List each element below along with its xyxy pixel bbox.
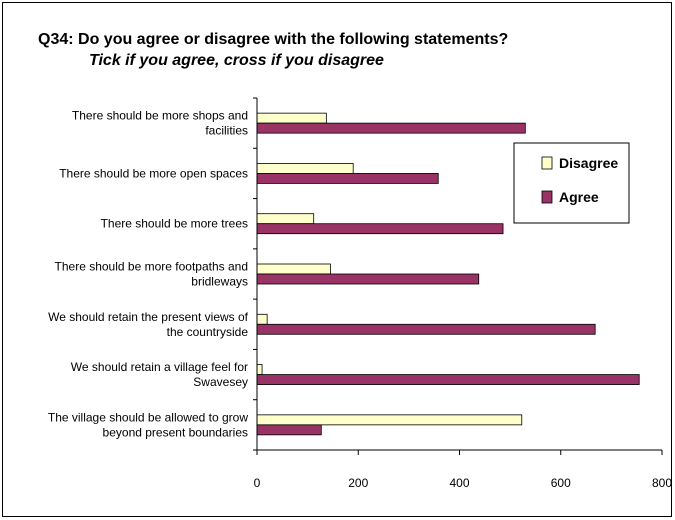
legend-swatch-agree <box>541 190 553 204</box>
category-label-line: There should be more open spaces <box>59 166 248 180</box>
bar-agree-1 <box>256 173 439 184</box>
category-label-line: the countryside <box>167 325 249 339</box>
bar-disagree-3 <box>256 263 331 275</box>
legend-label-disagree: Disagree <box>559 155 618 171</box>
category-label-line: There should be more trees <box>101 217 248 231</box>
x-tick-label: 400 <box>449 476 469 490</box>
chart-subtitle: Tick if you agree, cross if you disagree <box>89 52 384 69</box>
bar-agree-5 <box>256 374 640 385</box>
bar-disagree-5 <box>256 364 263 375</box>
category-label: We should retain a village feel for Swave… <box>71 360 248 389</box>
category-label: There should be more trees <box>101 217 248 231</box>
category-label-line: Swavesey <box>193 375 248 389</box>
category-label-line: The village should be allowed to grow <box>48 410 248 424</box>
bar-disagree-1 <box>256 163 354 174</box>
bar-agree-3 <box>256 273 480 285</box>
bar-agree-0 <box>256 122 526 134</box>
x-tick-label: 800 <box>652 476 672 490</box>
chart-title: Q34: Do you agree or disagree with the f… <box>38 31 509 48</box>
category-label-line: We should retain the present views of <box>48 310 249 324</box>
category-label: The village should be allowed to grow bey… <box>48 410 248 439</box>
bar-agree-2 <box>256 223 504 235</box>
category-label-line: We should retain a village feel for <box>71 360 248 374</box>
bar-agree-4 <box>256 323 596 335</box>
x-tick-label: 200 <box>348 476 368 490</box>
bar-disagree-0 <box>256 112 327 124</box>
legend-box <box>513 142 630 224</box>
x-tick-label: 600 <box>551 476 571 490</box>
category-label-line: bridleways <box>191 275 248 289</box>
legend-label-agree: Agree <box>559 189 599 205</box>
category-label: There should be more footpaths and bridle… <box>55 260 248 289</box>
x-tick-label: 0 <box>254 476 261 490</box>
category-label: We should retain the present views of the… <box>48 310 249 339</box>
bar-agree-6 <box>256 424 322 436</box>
category-label: There should be more shops and facilities <box>72 109 248 138</box>
bar-disagree-6 <box>256 414 523 426</box>
bar-disagree-4 <box>256 313 268 325</box>
category-label-line: There should be more shops and <box>72 109 248 123</box>
legend-swatch-disagree <box>541 156 553 170</box>
bar-disagree-2 <box>256 213 315 225</box>
category-label-line: facilities <box>205 124 248 138</box>
category-label-line: beyond present boundaries <box>103 425 248 439</box>
category-label: There should be more open spaces <box>59 166 248 180</box>
category-label-line: There should be more footpaths and <box>55 260 248 274</box>
